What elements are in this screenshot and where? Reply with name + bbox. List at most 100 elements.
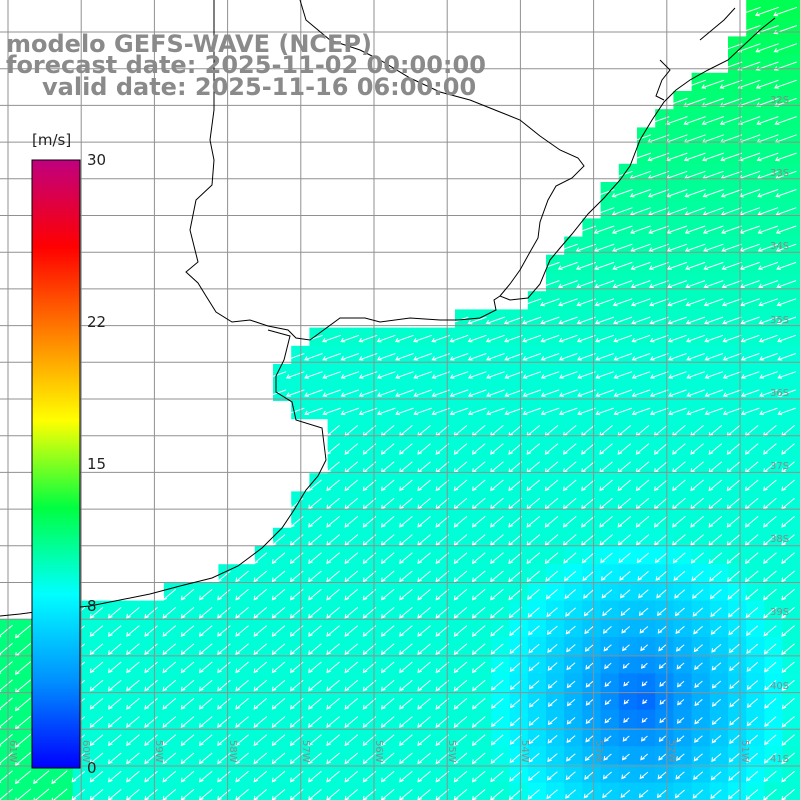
wind-arrow [745,789,759,800]
wind-arrow [701,79,725,89]
wind-arrow [453,661,468,674]
wind-arrow [692,607,704,617]
wind-arrow [740,389,760,397]
wind-arrow [472,679,486,692]
wind-arrow [757,261,779,270]
wind-arrow [417,752,431,765]
wind-arrow [126,625,140,637]
wind-arrow [613,371,633,379]
wind-arrow [630,261,651,270]
wind-arrow [453,734,468,747]
wind-arrow [162,588,177,601]
wind-arrow [728,643,740,654]
wind-arrow [763,534,777,546]
wind-arrow [144,734,158,747]
wind-arrow [399,679,413,692]
wind-arrow [622,644,630,652]
wind-arrow [583,607,594,617]
wind-arrow [540,407,560,416]
wind-arrow [658,735,667,742]
wind-arrow [694,735,703,743]
wind-arrow [453,643,468,656]
wind-arrow [665,116,688,125]
wind-arrow [399,443,413,455]
wind-arrow [198,679,213,692]
wind-arrow [708,534,723,546]
wind-arrow [740,334,760,343]
wind-arrow [673,570,686,582]
wind-arrow [380,570,395,583]
wind-arrow [235,716,249,728]
wind-arrow [14,733,32,748]
wind-arrow [380,752,395,765]
wind-arrow [727,588,741,600]
wind-arrow [774,79,797,89]
wind-arrow [126,661,140,674]
wind-arrow [719,79,743,89]
wind-arrow [585,717,594,725]
wind-arrow [647,152,670,162]
wind-arrow [727,570,741,583]
wind-arrow [528,643,540,654]
wind-arrow [539,280,560,288]
wind-arrow [728,753,740,763]
wind-arrow [686,389,705,397]
wind-arrow [729,662,740,672]
wind-arrow [528,753,540,763]
wind-arrow [564,589,577,600]
wind-arrow [449,389,469,397]
wind-arrow [253,734,268,747]
wind-arrow [702,225,724,234]
wind-arrow [729,698,740,708]
wind-arrow [486,389,505,397]
wind-arrow [453,534,468,546]
wind-arrow [253,698,268,710]
wind-arrow [453,770,468,783]
wind-arrow [704,389,724,397]
wind-arrow [399,661,413,674]
wind-arrow [759,371,778,379]
wind-arrow [744,443,759,455]
wind-arrow [180,698,195,710]
wind-arrow [285,353,305,361]
wind-arrow [490,570,504,583]
wind-arrow [576,298,596,307]
wind-arrow [565,789,576,799]
wind-arrow [453,588,468,601]
wind-arrow [781,661,795,674]
wind-arrow [285,407,305,416]
wind-arrow [107,679,122,692]
wind-arrow [417,479,431,492]
wind-arrow [594,261,615,270]
chart-title-model: modelo GEFS-WAVE (NCEP) [6,30,372,58]
wind-arrow [308,570,322,583]
wind-arrow [326,479,340,492]
wind-arrow [449,371,469,379]
wind-arrow [562,443,577,455]
wind-arrow [781,534,795,546]
wind-arrow [271,607,286,619]
wind-arrow [676,644,685,652]
wind-arrow [528,680,540,690]
wind-arrow [0,733,13,747]
wind-arrow [253,625,268,637]
wind-arrow [694,662,703,671]
wind-arrow [611,225,633,234]
wind-arrow [672,479,686,492]
wind-arrow [581,516,595,528]
wind-arrow [376,371,396,379]
wind-arrow [617,443,632,455]
wind-arrow [558,389,578,397]
wind-arrow [198,698,213,710]
wind-arrow [566,735,576,744]
wind-arrow [308,479,322,492]
wind-arrow [380,716,395,728]
wind-arrow [604,681,612,688]
wind-arrow [417,661,431,674]
wind-arrow [577,371,596,379]
coast-north-lagoon [655,7,736,101]
wind-arrow [308,752,322,765]
wind-arrow [126,752,140,765]
wind-arrow [683,97,706,107]
wind-arrow [657,771,667,780]
